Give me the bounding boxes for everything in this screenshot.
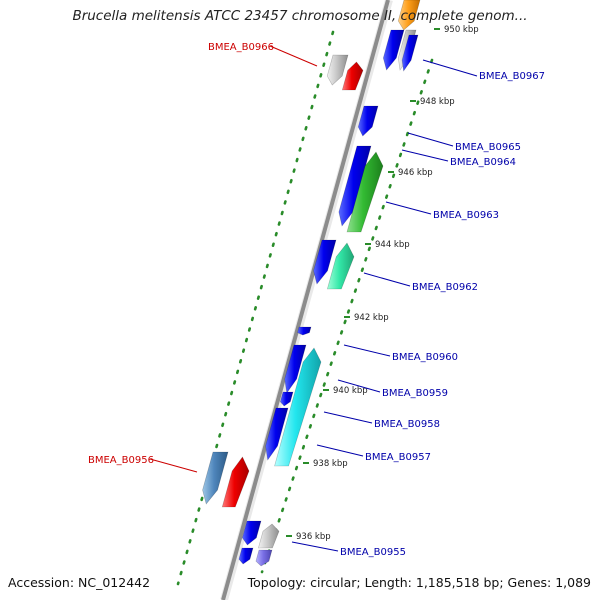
outer-scale-ring — [176, 30, 335, 586]
gene-leader-line — [401, 149, 449, 162]
gene-label-bmea_b0960: BMEA_B0960 — [392, 352, 458, 363]
tick-label: 938 kbp — [313, 459, 348, 469]
gene-block-b0962-left — [313, 239, 337, 285]
gene-leader-line — [323, 411, 373, 424]
gene-block-b0956 — [221, 456, 250, 508]
gene-label-bmea_b0956: BMEA_B0956 — [88, 455, 154, 466]
gene-block-b0962 — [326, 242, 355, 290]
gene-leader-line — [291, 541, 339, 552]
tick-label: 948 kbp — [420, 97, 455, 107]
backbone-line — [221, 0, 390, 600]
gene-block-b0958 — [274, 347, 322, 467]
gene-leader-line — [385, 201, 432, 215]
accession-label: Accession: NC_012442 — [8, 575, 151, 590]
gene-leader-line — [337, 379, 381, 393]
gene-block-b0959-small — [279, 391, 294, 407]
gene-label-bmea_b0955: BMEA_B0955 — [340, 547, 406, 558]
gene-block-b0955-small — [238, 547, 254, 565]
tick-label: 942 kbp — [354, 313, 389, 323]
gene-label-bmea_b0959: BMEA_B0959 — [382, 388, 448, 399]
gene-block-b0963 — [346, 151, 384, 233]
gene-label-bmea_b0958: BMEA_B0958 — [374, 419, 440, 430]
gene-block-b0967 — [401, 34, 419, 72]
tick-label: 940 kbp — [333, 386, 368, 396]
gene-block-b0956-steel — [202, 451, 229, 505]
gene-block-b0955-gray — [258, 523, 280, 549]
gene-label-bmea_b0957: BMEA_B0957 — [365, 452, 431, 463]
tick-label: 946 kbp — [398, 168, 433, 178]
gene-block-b0966-gray — [326, 54, 349, 86]
topology-label: Topology: circular; Length: 1,185,518 bp… — [247, 575, 591, 590]
gene-label-bmea_b0966: BMEA_B0966 — [208, 42, 274, 53]
gene-label-bmea_b0965: BMEA_B0965 — [455, 142, 521, 153]
gene-block-b0958-left — [265, 407, 289, 461]
tick-label: 944 kbp — [375, 240, 410, 250]
map-title: Brucella melitensis ATCC 23457 chromosom… — [72, 8, 528, 24]
gene-leader-line — [363, 272, 411, 287]
gene-block-b0960 — [284, 344, 307, 394]
gene-leader-line — [422, 59, 478, 77]
tick-label: 950 kbp — [444, 25, 479, 35]
gene-leader-line — [316, 444, 364, 457]
gene-block-b0964 — [338, 145, 372, 227]
gene-block-b0968 — [397, 0, 421, 31]
gene-leader-line — [269, 45, 318, 67]
gene-label-bmea_b0967: BMEA_B0967 — [479, 71, 545, 82]
gene-block-b0955-left — [242, 520, 262, 546]
gene-block-b0960-small — [297, 326, 312, 336]
gene-label-bmea_b0964: BMEA_B0964 — [450, 157, 516, 168]
gene-leader-line — [343, 344, 391, 357]
gene-leader-line — [407, 132, 454, 147]
tick-label: 936 kbp — [296, 532, 331, 542]
gene-block-b0955 — [255, 549, 273, 567]
gene-block-b0966 — [341, 61, 364, 91]
gene-block-b0967-left — [382, 29, 405, 71]
gene-leader-line — [149, 458, 198, 473]
inner-scale-ring — [260, 58, 434, 574]
gene-label-bmea_b0962: BMEA_B0962 — [412, 282, 478, 293]
gene-label-bmea_b0963: BMEA_B0963 — [433, 210, 499, 221]
gene-block-b0965 — [357, 105, 379, 137]
